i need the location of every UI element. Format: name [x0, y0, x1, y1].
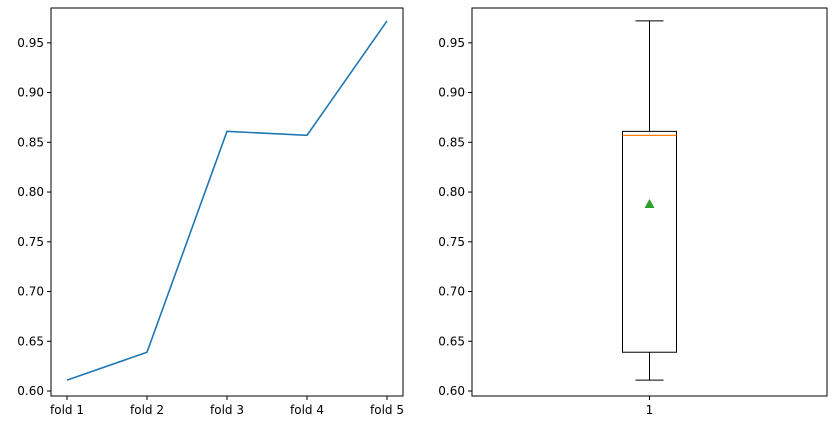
line-ytick-label: 0.80 [17, 185, 44, 199]
box-y-axis: 0.60 0.65 0.70 0.75 0.80 0.85 0.90 0.95 [438, 36, 472, 398]
box-x-axis: 1 [646, 396, 654, 417]
line-xtick-label: fold 4 [290, 403, 324, 417]
line-xtick-label: fold 2 [130, 403, 164, 417]
box-ytick-label: 0.95 [438, 36, 465, 50]
line-xtick-label: fold 3 [210, 403, 244, 417]
line-series [66, 20, 388, 381]
box-ytick-label: 0.80 [438, 185, 465, 199]
box-ytick-label: 0.85 [438, 135, 465, 149]
line-ytick-label: 0.75 [17, 235, 44, 249]
box-ytick-label: 0.70 [438, 285, 465, 299]
line-y-axis: 0.60 0.65 0.70 0.75 0.80 0.85 0.90 0.95 [17, 36, 51, 398]
line-ytick-label: 0.65 [17, 334, 44, 348]
line-ytick-label: 0.60 [17, 384, 44, 398]
box-plot: 0.60 0.65 0.70 0.75 0.80 0.85 0.90 0.95 1 [438, 7, 828, 417]
box-ytick-label: 0.60 [438, 384, 465, 398]
line-ytick-label: 0.95 [17, 36, 44, 50]
line-x-axis: fold 1 fold 2 fold 3 fold 4 fold 5 [50, 396, 404, 417]
box-marks [622, 20, 677, 381]
line-xtick-label: fold 1 [50, 403, 84, 417]
line-xtick-label: fold 5 [370, 403, 404, 417]
box-xtick-label: 1 [646, 403, 654, 417]
line-plot-frame [50, 7, 404, 397]
box-ytick-label: 0.90 [438, 86, 465, 100]
line-ytick-label: 0.90 [17, 86, 44, 100]
box-ytick-label: 0.75 [438, 235, 465, 249]
box-plot-frame [471, 7, 828, 397]
line-ytick-label: 0.70 [17, 285, 44, 299]
line-ytick-label: 0.85 [17, 135, 44, 149]
box-mean-marker [644, 198, 655, 208]
box-ytick-label: 0.65 [438, 334, 465, 348]
box-iqr [622, 130, 677, 353]
